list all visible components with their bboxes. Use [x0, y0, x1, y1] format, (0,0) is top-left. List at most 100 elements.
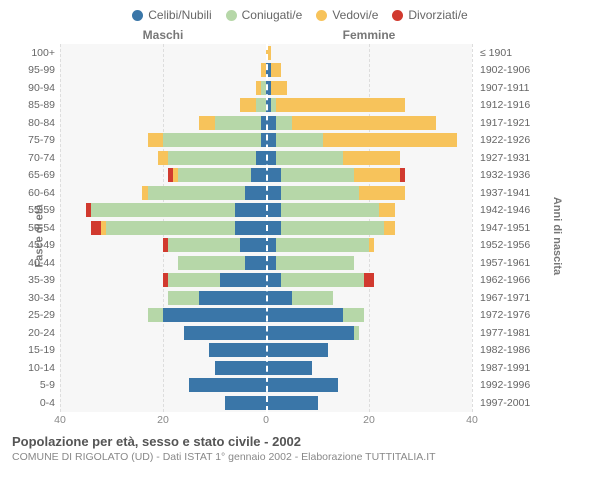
segment	[271, 81, 286, 95]
birth-label: 1972-1976	[472, 309, 540, 321]
segment	[168, 291, 199, 305]
segment	[276, 98, 405, 112]
age-row: 35-391962-1966	[12, 272, 588, 290]
legend-label: Celibi/Nubili	[148, 8, 211, 22]
bar-male	[60, 98, 266, 112]
bar-male	[60, 186, 266, 200]
segment	[266, 361, 312, 375]
birth-label: 1952-1956	[472, 239, 540, 251]
legend-swatch	[226, 10, 237, 21]
bar-female	[266, 308, 472, 322]
label-male: Maschi	[60, 28, 266, 42]
segment	[184, 326, 266, 340]
age-row: 85-891912-1916	[12, 97, 588, 115]
segment	[199, 116, 214, 130]
chart-title: Popolazione per età, sesso e stato civil…	[12, 434, 588, 449]
segment	[266, 291, 292, 305]
segment	[178, 256, 245, 270]
age-label: 10-14	[12, 362, 60, 374]
bar-female	[266, 221, 472, 235]
age-label: 55-59	[12, 204, 60, 216]
segment	[400, 168, 405, 182]
bar-female	[266, 46, 472, 60]
segment	[364, 273, 374, 287]
legend-item: Coniugati/e	[226, 8, 303, 22]
legend-label: Vedovi/e	[332, 8, 378, 22]
age-row: 15-191982-1986	[12, 342, 588, 360]
chart-subtitle: COMUNE DI RIGOLATO (UD) - Dati ISTAT 1° …	[12, 451, 588, 463]
bar-male	[60, 273, 266, 287]
bar-male	[60, 361, 266, 375]
segment	[106, 221, 235, 235]
age-row: 70-741927-1931	[12, 149, 588, 167]
age-label: 45-49	[12, 239, 60, 251]
bar-female	[266, 291, 472, 305]
bar-female	[266, 151, 472, 165]
birth-label: 1967-1971	[472, 292, 540, 304]
chart-rows: 100+≤ 190195-991902-190690-941907-191185…	[12, 44, 588, 412]
segment	[266, 46, 271, 60]
age-label: 65-69	[12, 169, 60, 181]
segment	[240, 238, 266, 252]
x-tick: 20	[363, 414, 375, 426]
segment	[240, 98, 255, 112]
segment	[266, 256, 276, 270]
birth-label: ≤ 1901	[472, 47, 540, 59]
age-row: 95-991902-1906	[12, 62, 588, 80]
legend-swatch	[316, 10, 327, 21]
segment	[215, 361, 267, 375]
bar-female	[266, 186, 472, 200]
legend: Celibi/Nubili Coniugati/e Vedovi/e Divorzia…	[12, 8, 588, 22]
chart-wrapper: Fasce di età Anni di nascita 100+≤ 19019…	[12, 44, 588, 428]
segment	[163, 133, 261, 147]
segment	[168, 238, 240, 252]
bar-male	[60, 238, 266, 252]
bar-male	[60, 308, 266, 322]
segment	[266, 273, 281, 287]
age-row: 5-9 1992-1996	[12, 377, 588, 395]
legend-item: Celibi/Nubili	[132, 8, 211, 22]
age-row: 20-241977-1981	[12, 324, 588, 342]
age-row: 45-49 1952-1956	[12, 237, 588, 255]
bar-female	[266, 203, 472, 217]
x-tick: 40	[466, 414, 478, 426]
age-label: 5-9	[12, 379, 60, 391]
bar-female	[266, 98, 472, 112]
segment	[266, 221, 281, 235]
birth-label: 1932-1936	[472, 169, 540, 181]
x-tick: 0	[263, 414, 269, 426]
segment	[148, 133, 163, 147]
bar-male	[60, 378, 266, 392]
segment	[281, 221, 384, 235]
birth-label: 1907-1911	[472, 82, 540, 94]
age-label: 60-64	[12, 187, 60, 199]
x-axis-ticks: 402002040	[60, 412, 472, 428]
segment	[281, 203, 379, 217]
population-pyramid: 100+≤ 190195-991902-190690-941907-191185…	[12, 44, 588, 412]
legend-swatch	[132, 10, 143, 21]
segment	[271, 63, 281, 77]
segment	[266, 186, 281, 200]
age-label: 85-89	[12, 99, 60, 111]
age-row: 100+≤ 1901	[12, 44, 588, 62]
birth-label: 1992-1996	[472, 379, 540, 391]
segment	[266, 133, 276, 147]
segment	[245, 186, 266, 200]
segment	[276, 116, 291, 130]
segment	[276, 256, 353, 270]
bar-female	[266, 63, 472, 77]
bar-male	[60, 46, 266, 60]
segment	[323, 133, 457, 147]
bar-male	[60, 291, 266, 305]
segment	[384, 221, 394, 235]
legend-item: Vedovi/e	[316, 8, 378, 22]
segment	[235, 221, 266, 235]
legend-label: Divorziati/e	[408, 8, 467, 22]
segment	[266, 343, 328, 357]
segment	[379, 203, 394, 217]
bar-female	[266, 343, 472, 357]
gender-labels: Maschi Femmine	[12, 28, 588, 42]
segment	[266, 308, 343, 322]
segment	[215, 116, 261, 130]
age-label: 0-4	[12, 397, 60, 409]
